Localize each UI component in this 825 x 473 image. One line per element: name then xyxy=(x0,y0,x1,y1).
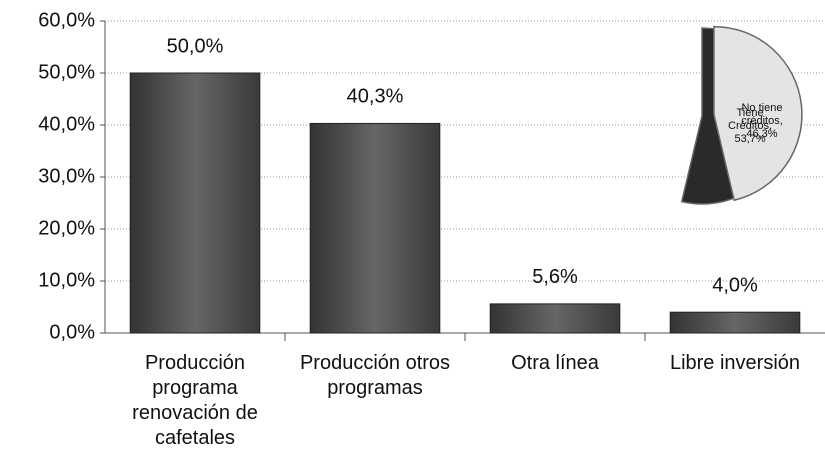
y-tick-label: 60,0% xyxy=(38,9,95,31)
bar xyxy=(669,311,801,334)
y-tick-label: 10,0% xyxy=(38,269,95,291)
value-label: 4,0% xyxy=(712,274,758,296)
y-tick-label: 50,0% xyxy=(38,61,95,83)
x-tick-label: Producción programa renovación de cafeta… xyxy=(132,352,258,449)
bar xyxy=(129,72,261,334)
x-tick-label: Otra línea xyxy=(511,352,599,374)
bar xyxy=(489,303,621,334)
bar xyxy=(309,122,441,334)
y-tick-label: 0,0% xyxy=(49,321,95,343)
pie-label: No tiene créditos, 46,3% xyxy=(741,101,783,140)
x-tick-label: Libre inversión xyxy=(669,352,801,374)
y-tick-label: 20,0% xyxy=(38,217,95,239)
y-tick-label: 40,0% xyxy=(38,113,95,135)
pie-label: Tiene Créditos, 53,7% xyxy=(728,107,773,146)
y-tick-label: 30,0% xyxy=(38,165,95,187)
value-label: 5,6% xyxy=(532,266,578,288)
value-label: 40,3% xyxy=(347,86,404,108)
pie-slice xyxy=(713,25,803,202)
value-label: 50,0% xyxy=(167,35,224,57)
x-tick-label: Producción otros programas xyxy=(299,352,451,399)
